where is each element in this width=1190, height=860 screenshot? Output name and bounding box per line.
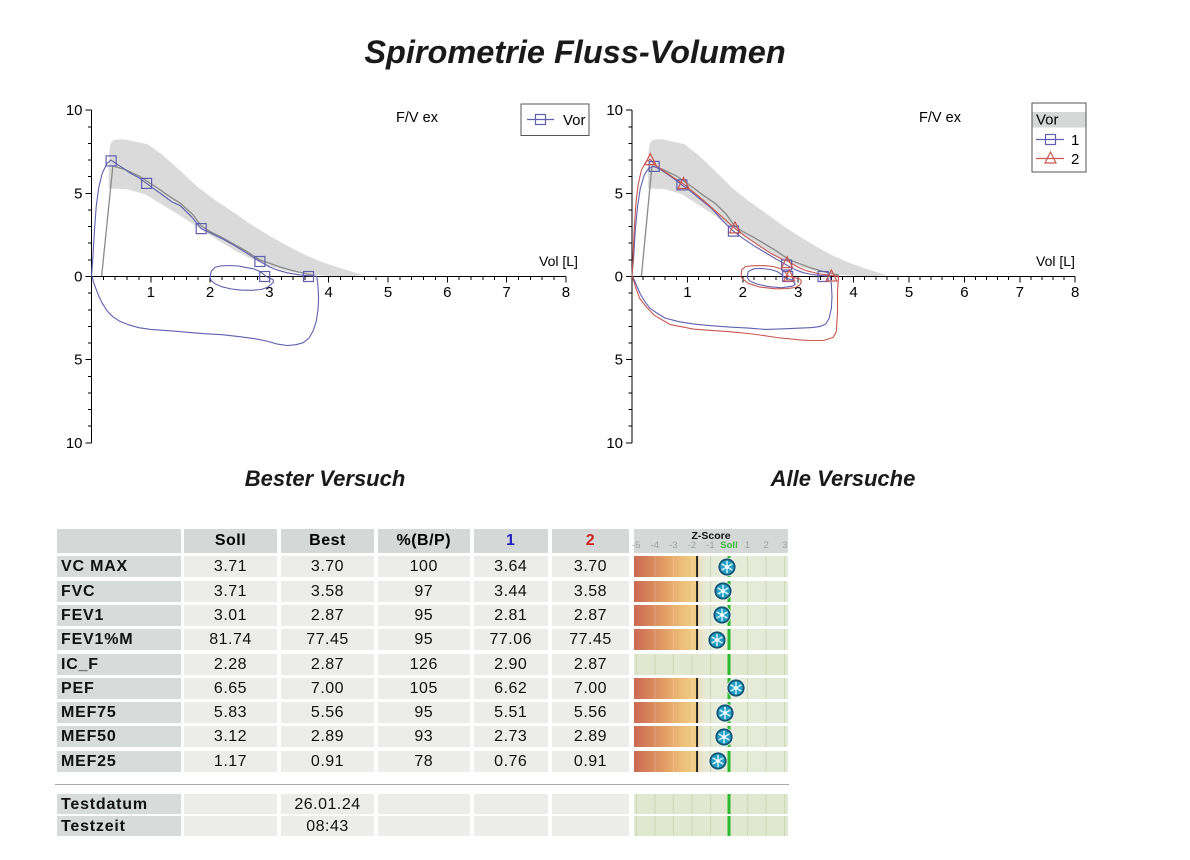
svg-text:1: 1: [147, 284, 155, 301]
svg-text:5: 5: [615, 185, 623, 202]
svg-text:1: 1: [683, 284, 691, 301]
svg-text:2: 2: [739, 284, 747, 301]
svg-text:Vor: Vor: [563, 112, 586, 129]
svg-text:F/V ex: F/V ex: [919, 110, 962, 126]
svg-text:4: 4: [849, 284, 857, 301]
svg-text:7: 7: [1016, 284, 1024, 301]
svg-text:F/V ex: F/V ex: [396, 110, 439, 126]
svg-text:10: 10: [66, 102, 83, 119]
svg-text:10: 10: [606, 102, 623, 119]
svg-text:Vor: Vor: [1036, 112, 1059, 129]
svg-text:6: 6: [960, 284, 968, 301]
svg-text:4: 4: [325, 284, 333, 301]
svg-text:2: 2: [206, 284, 214, 301]
svg-text:3: 3: [794, 284, 802, 301]
svg-text:5: 5: [74, 185, 82, 202]
svg-text:0: 0: [74, 269, 82, 286]
svg-text:6: 6: [443, 284, 451, 301]
svg-text:10: 10: [606, 435, 623, 452]
svg-text:5: 5: [905, 284, 913, 301]
svg-text:5: 5: [384, 284, 392, 301]
svg-text:7: 7: [502, 284, 510, 301]
svg-text:3: 3: [265, 284, 273, 301]
svg-text:2: 2: [1071, 151, 1079, 168]
svg-text:5: 5: [615, 352, 623, 369]
svg-text:1: 1: [1071, 132, 1079, 149]
svg-text:0: 0: [615, 269, 623, 286]
svg-text:5: 5: [74, 352, 82, 369]
svg-text:8: 8: [562, 284, 570, 301]
svg-text:Vol [L]: Vol [L]: [539, 253, 578, 269]
svg-text:10: 10: [66, 435, 83, 452]
svg-text:Vol [L]: Vol [L]: [1036, 253, 1075, 269]
svg-text:8: 8: [1071, 284, 1079, 301]
